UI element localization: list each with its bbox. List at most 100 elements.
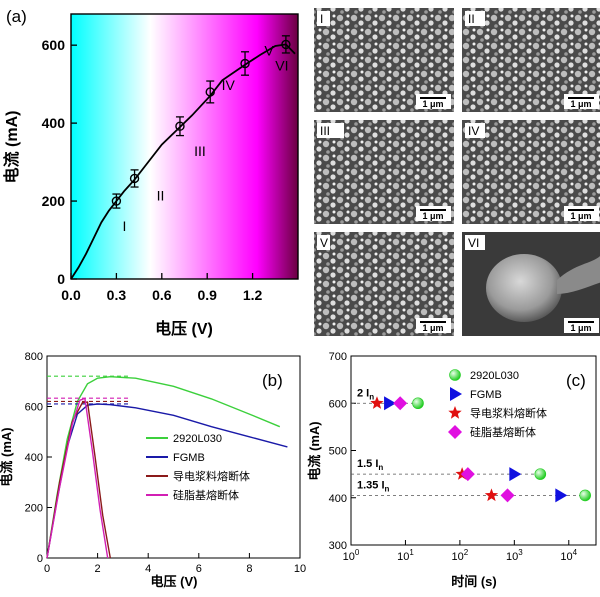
panel-a-iv-curve [70, 43, 296, 280]
panel-a-x-tick-label: 0.0 [61, 287, 81, 303]
panel-c-row: 1.5 In [351, 458, 547, 482]
panel-c-x-ticks: 100 101 102 103 104 [343, 540, 578, 563]
panel-b-y-label: 电流 (mA) [0, 427, 14, 486]
panel-b-series-silicone [46, 397, 109, 559]
panel-c-y-ticks: 300 400 500 600 700 [329, 351, 356, 552]
panel-a-point-label: VI [275, 57, 288, 73]
panel-a-x-tick-label: 0.9 [197, 287, 217, 303]
panel-c-y-tick-label: 500 [329, 446, 347, 458]
sem-image-label: I [320, 12, 323, 26]
panel-c-legend-label: FGMB [470, 389, 502, 401]
panel-c-row-label: 2 In [357, 387, 374, 401]
panel-b-x-tick-label: 6 [196, 563, 202, 575]
diamond-marker [500, 488, 515, 503]
panel-b-series [46, 375, 288, 559]
sem-image-label-bg [465, 123, 485, 138]
sem-image-label: V [320, 236, 328, 250]
panel-a-data-point [175, 121, 185, 131]
panel-b-legend-label: FGMB [173, 452, 205, 464]
panel-c-x-tick-base: 10 [343, 551, 355, 563]
panel-b-x-label: 电压 (V) [151, 574, 198, 589]
panel-a-point-label: I [122, 218, 126, 234]
sem-image-label-bg [317, 123, 344, 138]
sem-scale-label: 1 μm [422, 323, 443, 333]
sem-image-label-bg [317, 11, 330, 26]
panel-a-y-tick-label: 600 [42, 37, 66, 53]
panel-b-y-tick-label: 0 [37, 553, 43, 565]
triangle-marker [450, 387, 462, 401]
star-marker [370, 396, 384, 409]
panel-b-x-tick-label: 8 [246, 563, 252, 575]
sem-image-1: I 1 μm [314, 8, 454, 112]
panel-b-legend-label: 硅脂基熔断体 [173, 488, 239, 502]
sem-scale-label: 1 μm [422, 99, 443, 109]
panel-c-label: (c) [566, 371, 586, 390]
panel-b-y-tick-label: 600 [25, 402, 43, 414]
panel-a-point-label: II [157, 187, 165, 203]
panel-c-x-tick-base: 10 [506, 551, 518, 563]
panel-c-x-tick-label: 104 [560, 548, 577, 563]
panel-a-x-tick-label: 0.3 [107, 287, 127, 303]
sphere-marker [449, 369, 461, 381]
panel-a-label: (a) [6, 7, 27, 26]
panel-b-y-tick-label: 200 [25, 503, 43, 515]
panel-a-x-ticks: 0.0 0.3 0.6 0.9 1.2 [61, 273, 263, 303]
panel-c-legend-label: 硅脂基熔断体 [470, 425, 536, 439]
panel-c-row: 2 In [351, 387, 424, 411]
sem-scale-label: 1 μm [422, 211, 443, 221]
panel-b-series-fgmb [46, 403, 288, 559]
panel-c-row: 1.35 In [351, 479, 591, 503]
panel-a-curve [70, 43, 296, 280]
panel-c-y-tick-label: 700 [329, 351, 347, 363]
panel-c-y-tick-label: 600 [329, 398, 347, 410]
panel-c-row-label-sub: n [378, 463, 383, 472]
panel-b-y-ticks: 0 200 400 600 800 [25, 351, 52, 565]
diamond-marker [448, 425, 462, 439]
sem-image-melted-blob [486, 254, 562, 322]
sphere-marker [579, 489, 591, 502]
panel-c-row-label: 1.5 In [357, 458, 383, 472]
panel-b: (b) 0 200 400 600 800 0 2 4 6 8 10 2920L030 FGMB 导电… [0, 351, 306, 589]
panel-a-gradient-bg [71, 14, 298, 279]
panel-a-data-point [240, 58, 250, 69]
panel-c-x-tick-label: 100 [343, 548, 360, 563]
panel-c-row-label-sub: n [369, 392, 374, 401]
sem-image-3: III 1 μm [314, 120, 454, 224]
panel-c-x-tick-exp: 1 [409, 548, 414, 557]
sem-scale-label: 1 μm [570, 211, 591, 221]
sem-scale-label: 1 μm [570, 99, 591, 109]
panel-c-row-label-main: 1.35 I [357, 479, 385, 491]
sem-image-label: II [468, 12, 475, 26]
sphere-marker [534, 468, 547, 480]
sphere-marker [412, 397, 424, 410]
panel-a-point-label: IV [222, 77, 236, 93]
sem-image-label: III [320, 124, 330, 138]
panel-a-data-point [281, 39, 291, 50]
panel-c-x-tick-exp: 3 [518, 548, 523, 557]
panel-c-x-tick-exp: 0 [355, 548, 360, 557]
panel-b-y-tick-label: 800 [25, 351, 43, 363]
panel-c-x-tick-label: 101 [397, 548, 414, 563]
star-marker [484, 488, 499, 502]
panel-c-x-tick-base: 10 [397, 551, 409, 563]
sem-image-label-bg [465, 235, 485, 250]
sem-image-grid: I 1 μm II 1 μm III 1 μm IV 1 μm V 1 μm VI 1 μm [314, 8, 600, 336]
panel-b-x-tick-label: 0 [44, 563, 50, 575]
sem-image-6: VI 1 μm [462, 232, 600, 336]
diamond-marker [460, 467, 475, 482]
panel-a-data-point [129, 173, 140, 184]
panel-c-row-label-sub: n [385, 484, 390, 493]
panel-c-x-tick-label: 103 [506, 548, 523, 563]
sem-image-5: V 1 μm [314, 232, 454, 336]
triangle-marker [555, 488, 568, 503]
panel-a-y-tick-label: 0 [57, 271, 65, 287]
panel-a-frame [70, 13, 299, 280]
panel-a-y-tick-label: 200 [42, 193, 66, 209]
panel-a-y-ticks: 0 200 400 600 [42, 37, 77, 287]
sem-image-2: II 1 μm [462, 8, 600, 112]
diamond-marker [393, 396, 408, 411]
sem-image-label: VI [468, 236, 479, 250]
